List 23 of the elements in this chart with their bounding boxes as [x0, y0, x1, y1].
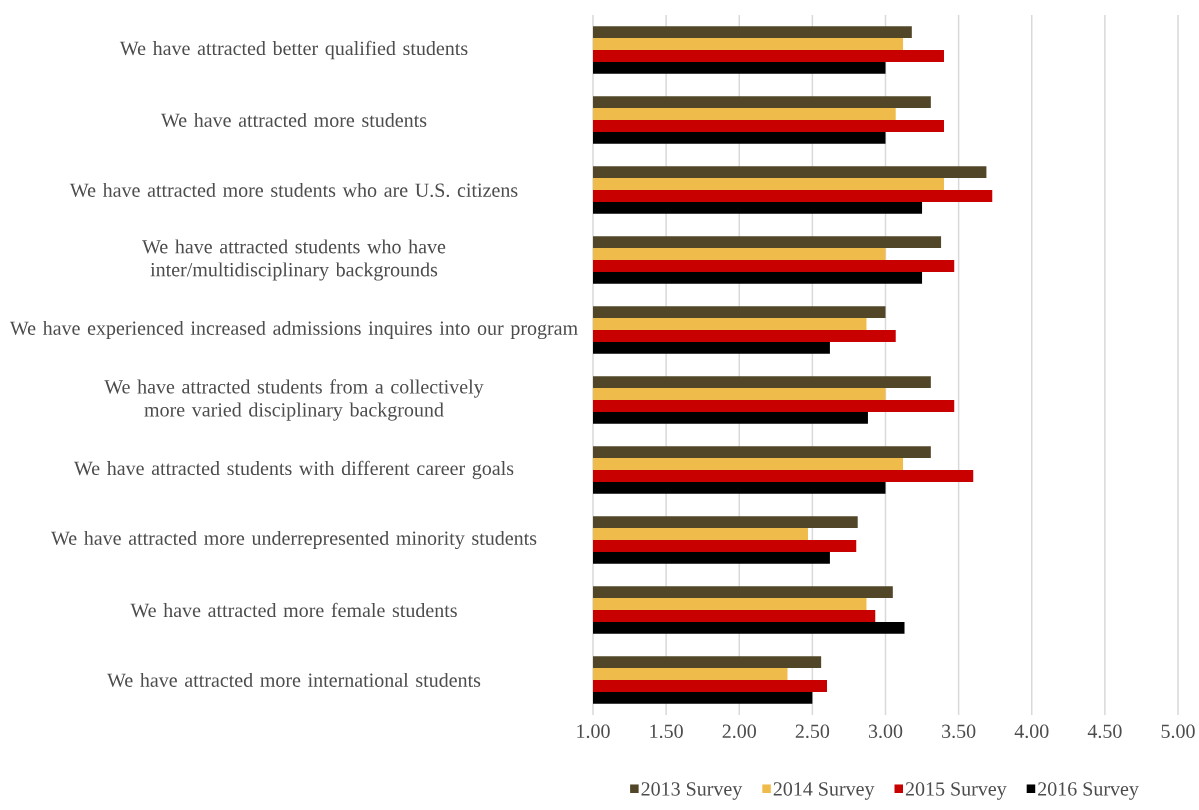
x-tick-label: 1.50 [650, 724, 683, 739]
y-tick-label: We have attracted more students who are U.S. citizens [69, 182, 518, 198]
x-tick-label: 4.50 [1087, 724, 1122, 739]
x-tick-label: 5.00 [1161, 724, 1195, 739]
x-tick-label: 1.00 [577, 724, 610, 739]
y-tick-label: We have attracted more female students [130, 602, 457, 618]
x-tick-label: 2.00 [722, 724, 756, 739]
legend-label: 2013 Survey [641, 782, 743, 800]
y-tick-label: We have attracted more international students [107, 672, 481, 688]
y-tick-label: We have attracted more students [160, 112, 427, 128]
y-tick-label: We have attracted more underrepresented minority students [50, 530, 537, 550]
y-tick-label: We have attracted students who have inter/multidisciplinary backgrounds [142, 239, 446, 281]
x-tick-label: 3.50 [942, 724, 976, 739]
y-tick-label: We have attracted students with different career goals [73, 460, 514, 480]
legend-label: 2015 Survey [905, 782, 1007, 800]
x-tick-label: 3.00 [868, 724, 903, 739]
x-tick-label: 2.50 [795, 724, 830, 739]
y-tick-label: We have experienced increased admissions inquires into our program [9, 320, 578, 340]
x-tick-label: 4.00 [1014, 724, 1049, 739]
legend-label: 2014 Survey [773, 782, 875, 800]
y-tick-label: We have attracted better qualified students [119, 40, 468, 60]
legend-label: 2016 Survey [1038, 782, 1139, 800]
y-tick-label: We have attracted students from a collectively more varied disciplinary background [104, 379, 484, 421]
